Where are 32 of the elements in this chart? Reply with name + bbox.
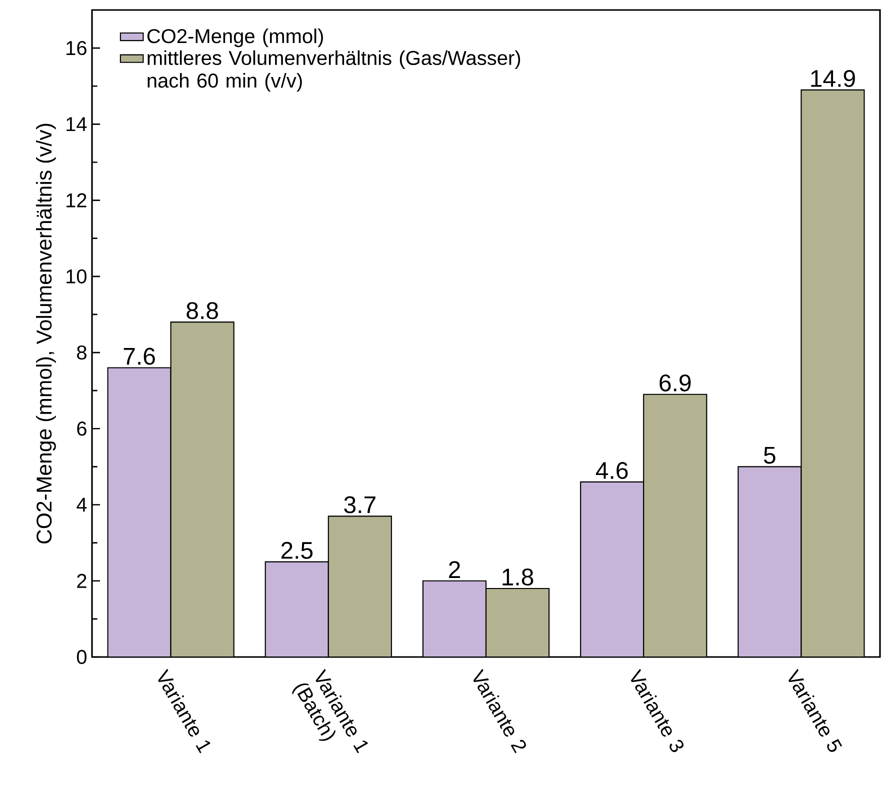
bar <box>170 322 234 657</box>
data-label: 6.9 <box>660 374 691 392</box>
y-tick-label: 8 <box>77 345 86 360</box>
legend-label: CO2-Menge (mmol) <box>147 28 323 47</box>
bar <box>580 482 644 657</box>
y-tick-label: 14 <box>66 117 87 131</box>
data-label: 1.8 <box>502 568 534 586</box>
y-tick-label: 2 <box>77 574 86 588</box>
bar <box>422 580 486 657</box>
y-axis-title: CO2-Menge (mmol), Volumenverhältnis (v/v) <box>36 124 56 544</box>
bar <box>265 562 328 657</box>
data-label: 5 <box>764 446 776 464</box>
y-tick-label: 4 <box>76 498 87 512</box>
y-tick-label: 6 <box>77 421 86 436</box>
bar <box>486 588 550 657</box>
y-tick-label: 12 <box>66 193 86 208</box>
data-label: 8.8 <box>186 302 218 319</box>
data-label: 2 <box>449 560 460 578</box>
legend-label: mittleres Volumenverhältnis (Gas/Wasser) nach 60 min (v/v) <box>148 50 520 92</box>
bar <box>738 466 802 657</box>
data-label: 14.9 <box>811 70 855 87</box>
bar <box>800 89 865 657</box>
y-tick-label: 10 <box>66 269 86 284</box>
y-tick-label: 0 <box>76 650 87 664</box>
data-label: 3.7 <box>344 496 376 514</box>
data-label: 2.5 <box>281 542 313 559</box>
data-label: 7.6 <box>124 348 155 365</box>
y-tick-label: 16 <box>66 40 86 55</box>
bar <box>108 368 171 657</box>
bar <box>328 516 392 657</box>
bar <box>644 394 707 657</box>
data-label: 4.6 <box>596 462 628 479</box>
